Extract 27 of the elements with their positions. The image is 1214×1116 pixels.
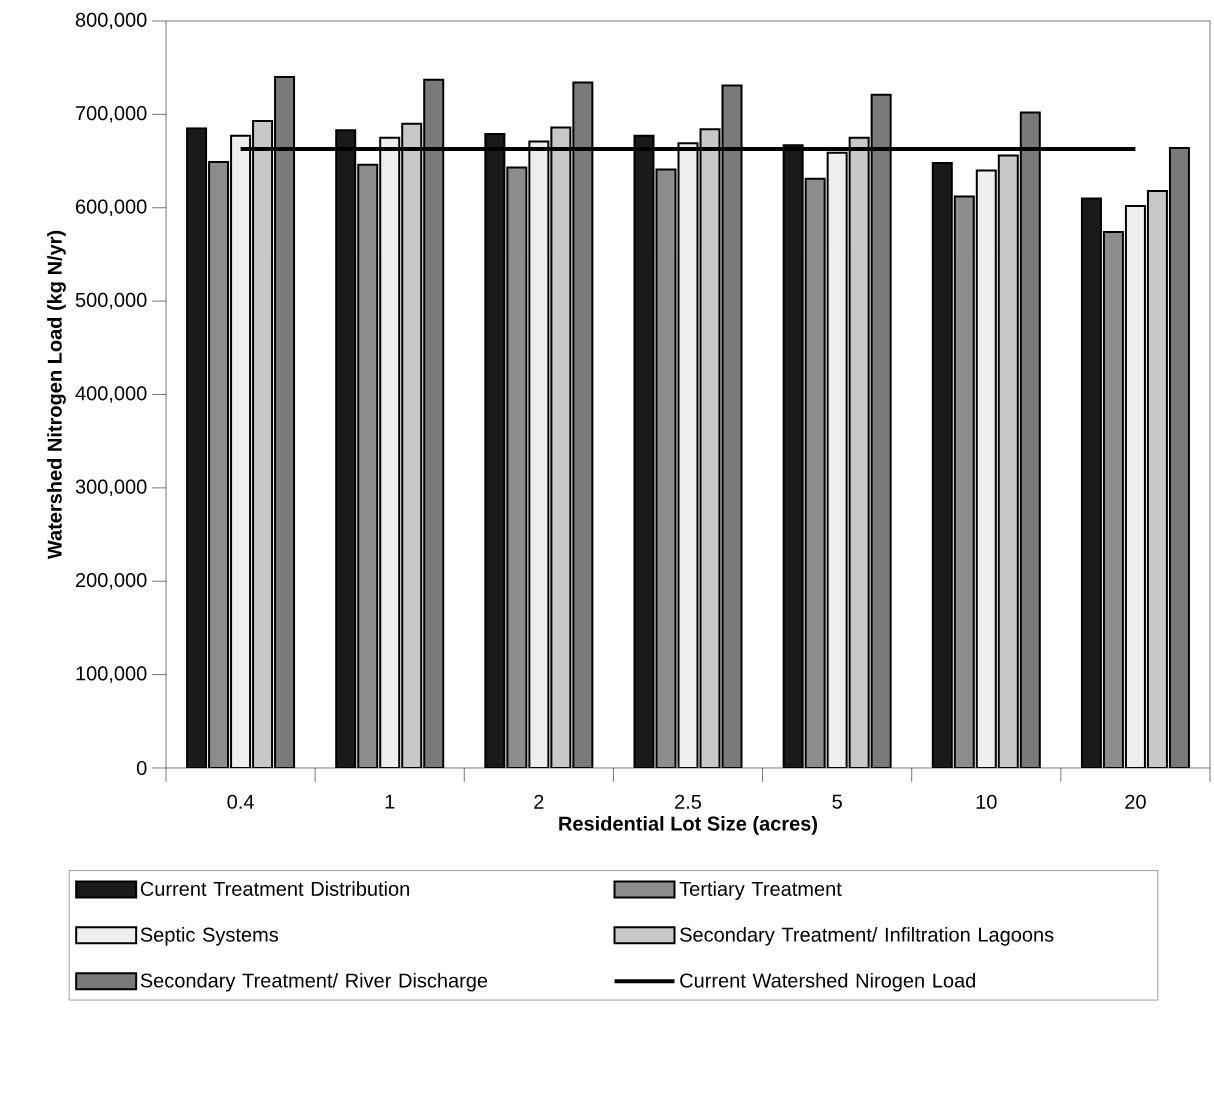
x-tick-label: 10: [976, 794, 997, 809]
y-tick-label: 800,000: [75, 12, 147, 30]
y-tick-label: 100,000: [76, 666, 147, 683]
legend-label: Tertiary Treatment: [679, 881, 842, 900]
x-axis-title: Residential Lot Size (acres): [559, 816, 818, 835]
y-tick-label: 400,000: [75, 386, 147, 403]
bar: [722, 85, 742, 768]
x-tick-label: 20: [1125, 794, 1146, 809]
x-tick-label: 2: [534, 794, 544, 809]
legend-label: Current Watershed Nirogen Load: [680, 972, 975, 992]
y-tick-label: 0: [136, 760, 147, 776]
legend-label: Secondary Treatment/ Infiltration Lagoons: [680, 927, 1054, 946]
legend-label: Current Treatment Distribution: [140, 881, 409, 896]
bar: [656, 169, 676, 768]
x-tick-label: 5: [832, 794, 842, 809]
y-tick-label: 500,000: [75, 292, 147, 310]
y-tick-label: 600,000: [76, 199, 147, 216]
y-tick-label: 200,000: [76, 572, 147, 590]
y-tick-label: 700,000: [76, 106, 147, 123]
legend-label: Septic Systems: [140, 927, 279, 946]
x-tick-label: 1: [385, 794, 395, 809]
legend-label: Secondary Treatment/ River Discharge: [140, 972, 488, 992]
x-tick-label: 0.4: [227, 794, 254, 809]
bar: [634, 135, 654, 768]
y-axis-title: Watershed Nitrogen Load (kg N/yr): [47, 230, 66, 560]
x-tick-label: 2.5: [675, 794, 702, 809]
y-tick-label: 300,000: [75, 479, 147, 497]
